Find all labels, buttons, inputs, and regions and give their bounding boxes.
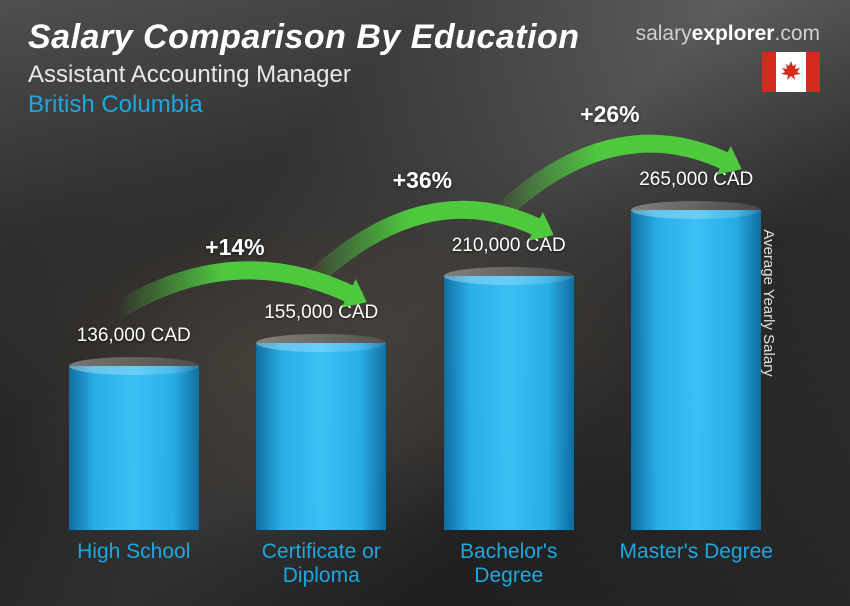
bar — [69, 357, 199, 530]
jump-percent-label: +36% — [393, 167, 452, 194]
x-axis-label: Master's Degree — [614, 536, 779, 588]
brand-mid: explorer — [692, 22, 775, 45]
bar — [256, 334, 386, 530]
country-flag-icon — [762, 52, 820, 92]
jump-percent-label: +14% — [205, 234, 264, 261]
brand-suffix: .com — [774, 22, 820, 45]
brand-watermark: salaryexplorer.com — [636, 22, 820, 46]
jump-percent-label: +26% — [580, 101, 639, 128]
jump-arrow: +26% — [472, 85, 759, 251]
x-axis-label: Bachelor's Degree — [426, 536, 591, 588]
x-axis-label: Certificate or Diploma — [239, 536, 404, 588]
bar-wrap: 136,000 CAD — [51, 325, 216, 530]
x-axis-label: High School — [51, 536, 216, 588]
salary-chart: 136,000 CAD155,000 CAD210,000 CAD265,000… — [40, 120, 790, 588]
x-labels-container: High School Certificate or Diploma Bachelo… — [40, 536, 790, 588]
brand-prefix: salary — [636, 22, 692, 45]
